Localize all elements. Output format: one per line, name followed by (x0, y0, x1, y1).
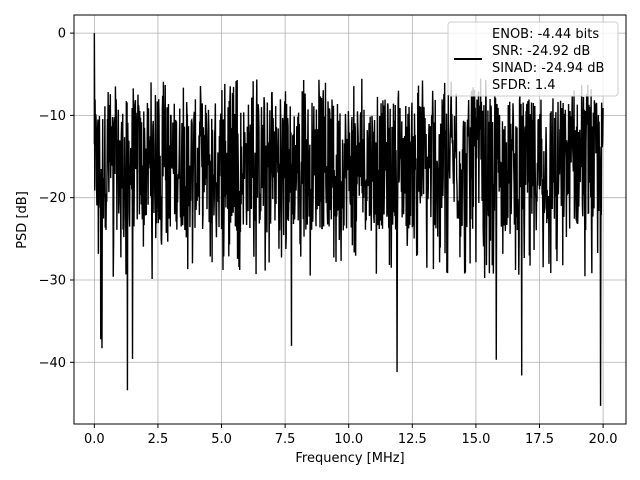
legend-box (447, 21, 619, 97)
x-tick-label: 10.0 (334, 432, 363, 447)
x-axis-label: Frequency [MHz] (295, 451, 404, 466)
x-tick-label: 0.0 (84, 432, 105, 447)
legend-enob: ENOB: -4.44 bits (492, 27, 599, 42)
x-tick-label: 17.5 (525, 432, 554, 447)
psd-trace-line (93, 33, 604, 406)
x-tick-label: 2.5 (148, 432, 169, 447)
x-tick-label: 20.0 (589, 432, 618, 447)
y-axis-label: PSD [dB] (15, 191, 30, 249)
y-tick-label: 0 (58, 27, 66, 42)
legend-sfdr: SFDR: 1.4 (492, 78, 556, 93)
legend-sinad: SINAD: -24.94 dB (492, 61, 604, 76)
y-tick-label: −10 (39, 109, 66, 124)
x-tick-label: 15.0 (461, 432, 490, 447)
x-tick-label: 5.0 (211, 432, 232, 447)
x-tick-label: 7.5 (275, 432, 296, 447)
y-tick-label: −40 (39, 356, 66, 371)
x-axis-ticks: 0.0 2.5 5.0 7.5 10.0 12.5 15.0 17.5 20.0 (84, 424, 618, 447)
legend: ENOB: -4.44 bits SNR: -24.92 dB SINAD: -… (447, 21, 619, 97)
legend-snr: SNR: -24.92 dB (492, 44, 590, 59)
y-axis-ticks: 0 −10 −20 −30 −40 (39, 27, 74, 371)
y-tick-label: −30 (39, 273, 66, 288)
y-tick-label: −20 (39, 191, 66, 206)
x-tick-label: 12.5 (398, 432, 427, 447)
axes-frame (73, 14, 627, 425)
psd-trace-group (93, 33, 604, 406)
